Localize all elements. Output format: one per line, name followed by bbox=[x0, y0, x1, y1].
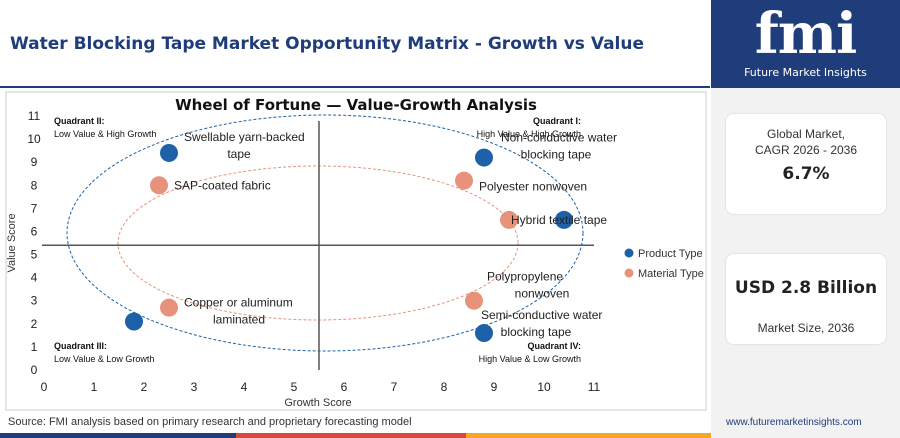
material-type-point bbox=[150, 176, 168, 195]
legend-label: Product Type bbox=[638, 248, 703, 260]
y-tick-label: 3 bbox=[31, 294, 38, 308]
point-label: blocking tape bbox=[501, 325, 572, 339]
quadrant-description: Low Value & High Growth bbox=[54, 129, 156, 139]
product-type-point bbox=[475, 324, 493, 343]
logo-tagline: Future Market Insights bbox=[744, 66, 867, 79]
y-tick-label: 6 bbox=[31, 224, 38, 238]
x-tick-label: 3 bbox=[191, 380, 198, 394]
cagr-card: Global Market, CAGR 2026 - 2036 6.7% bbox=[726, 114, 886, 214]
point-label: Hybrid textile tape bbox=[511, 213, 607, 227]
x-tick-label: 9 bbox=[491, 380, 498, 394]
point-label: Polyester nonwoven bbox=[479, 180, 587, 194]
y-tick-label: 7 bbox=[31, 201, 38, 215]
x-tick-label: 5 bbox=[291, 380, 298, 394]
chart-title: Wheel of Fortune — Value-Growth Analysis bbox=[175, 96, 537, 114]
quadrant-title: Quadrant IV: bbox=[527, 341, 581, 351]
material-ellipse bbox=[117, 165, 519, 321]
material-type-point bbox=[160, 298, 178, 317]
point-label: Polypropylene bbox=[487, 270, 563, 284]
x-axis-label: Growth Score bbox=[284, 397, 351, 409]
y-axis-label: Value Score bbox=[6, 213, 18, 272]
market-size-value: USD 2.8 Billion bbox=[734, 278, 878, 298]
y-tick-label: 8 bbox=[31, 178, 38, 192]
y-tick-label: 2 bbox=[31, 317, 38, 331]
market-size-label: Market Size, 2036 bbox=[757, 321, 855, 335]
x-tick-label: 11 bbox=[588, 380, 601, 394]
x-tick-label: 1 bbox=[91, 380, 98, 394]
point-label: nonwoven bbox=[515, 287, 570, 301]
legend-marker bbox=[624, 248, 634, 258]
quadrant-description: High Value & Low Growth bbox=[479, 354, 581, 364]
point-label: SAP-coated fabric bbox=[174, 178, 271, 192]
y-tick-label: 5 bbox=[31, 248, 38, 262]
x-tick-label: 6 bbox=[341, 380, 348, 394]
x-tick-label: 7 bbox=[391, 380, 398, 394]
opportunity-matrix-chart: Wheel of Fortune — Value-Growth Analysis… bbox=[5, 91, 707, 411]
quadrant-title: Quadrant III: bbox=[54, 341, 107, 351]
point-label: laminated bbox=[213, 313, 265, 327]
quadrant-description: High Value & High Growth bbox=[477, 129, 581, 139]
x-tick-label: 4 bbox=[241, 380, 248, 394]
quadrant-title: Quadrant I: bbox=[533, 116, 581, 126]
product-type-point bbox=[160, 143, 178, 162]
website-link[interactable]: www.futuremarketinsights.com bbox=[726, 417, 862, 428]
y-tick-label: 10 bbox=[27, 132, 41, 146]
chart-frame bbox=[5, 91, 707, 411]
quadrant-title: Quadrant II: bbox=[54, 116, 105, 126]
point-label: Semi-conductive water bbox=[481, 308, 602, 322]
point-label: blocking tape bbox=[521, 148, 592, 162]
market-size-card: USD 2.8 Billion Market Size, 2036 bbox=[726, 254, 886, 344]
y-tick-label: 0 bbox=[31, 363, 38, 377]
material-type-point bbox=[465, 291, 483, 310]
x-tick-label: 2 bbox=[141, 380, 148, 394]
footer-bar-blue bbox=[0, 433, 236, 438]
point-label: Copper or aluminum bbox=[184, 296, 293, 310]
cagr-value: 6.7% bbox=[782, 164, 830, 184]
logo-mark: fmi bbox=[754, 1, 858, 67]
x-tick-label: 0 bbox=[41, 380, 48, 394]
footer-bar-red bbox=[236, 433, 466, 438]
point-label: tape bbox=[227, 147, 251, 161]
header-divider bbox=[0, 86, 710, 88]
product-type-point bbox=[475, 148, 493, 167]
point-label: Swellable yarn-backed bbox=[184, 130, 305, 144]
product-type-point bbox=[125, 312, 143, 331]
y-tick-label: 11 bbox=[28, 109, 41, 123]
cagr-label-line1: Global Market, bbox=[766, 127, 846, 141]
material-type-point bbox=[500, 210, 518, 229]
y-tick-label: 9 bbox=[31, 155, 38, 169]
material-type-point bbox=[455, 171, 473, 190]
quadrant-description: Low Value & Low Growth bbox=[54, 354, 154, 364]
x-tick-label: 10 bbox=[537, 380, 551, 394]
point-label: Non-conductive water bbox=[501, 131, 617, 145]
cagr-label-line2: CAGR 2026 - 2036 bbox=[754, 143, 858, 157]
page-title: Water Blocking Tape Market Opportunity M… bbox=[10, 34, 644, 54]
legend-marker bbox=[624, 268, 634, 278]
product-type-point bbox=[555, 210, 573, 229]
y-tick-label: 4 bbox=[31, 271, 38, 285]
product-ellipse bbox=[66, 114, 584, 352]
source-note: Source: FMI analysis based on primary re… bbox=[8, 416, 412, 428]
footer-bar-orange bbox=[466, 433, 711, 438]
legend-label: Material Type bbox=[638, 268, 704, 280]
x-tick-label: 8 bbox=[441, 380, 448, 394]
y-tick-label: 1 bbox=[31, 340, 38, 354]
fmi-logo: fmi Future Market Insights bbox=[711, 0, 900, 88]
